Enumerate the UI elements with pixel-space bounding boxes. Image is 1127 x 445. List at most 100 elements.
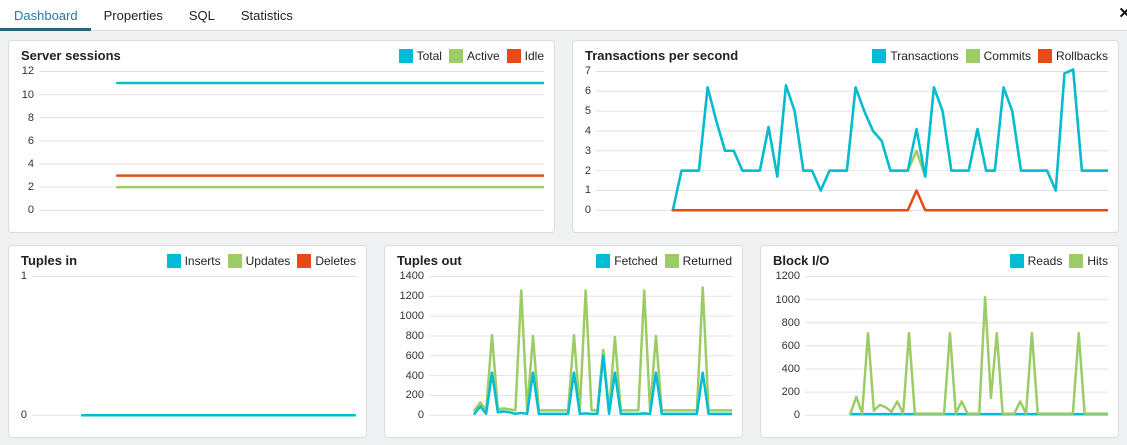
legend-updates[interactable]: Updates	[227, 253, 290, 268]
panel-title: Tuples out	[397, 253, 462, 268]
chart-svg	[39, 66, 544, 222]
y-axis-tick: 200	[405, 389, 424, 402]
y-axis-tick: 600	[405, 349, 424, 362]
panel-server-sessions: Server sessions Total Active Idle 12 10 8 6…	[8, 40, 555, 233]
y-axis-tick: 4	[584, 124, 591, 137]
y-axis-tick: 7	[584, 65, 591, 78]
chart-area: 12 10 8 6 4 2 0	[13, 65, 544, 222]
chart-legend: Inserts Updates Deletes	[166, 253, 356, 268]
legend-swatch	[448, 48, 463, 63]
series-fetched	[474, 356, 732, 414]
panel-header: Server sessions Total Active Idle	[9, 41, 554, 64]
legend-swatch	[297, 253, 312, 268]
legend-label: Total	[416, 48, 442, 63]
chart-svg	[596, 66, 1108, 222]
y-axis-tick: 2	[27, 181, 34, 194]
chart-svg	[805, 271, 1108, 427]
panel-header: Tuples in Inserts Updates Deletes	[9, 246, 366, 269]
legend-inserts[interactable]: Inserts	[166, 253, 221, 268]
legend-hits[interactable]: Hits	[1069, 253, 1108, 268]
tab-label: SQL	[188, 7, 215, 23]
legend-label: Inserts	[184, 253, 221, 268]
legend-idle[interactable]: Idle	[506, 48, 544, 63]
y-axis-tick: 0	[793, 409, 800, 422]
y-axis-tick: 8	[27, 111, 34, 124]
legend-active[interactable]: Active	[448, 48, 500, 63]
legend-returned[interactable]: Returned	[664, 253, 732, 268]
tab-dashboard[interactable]: Dashboard	[0, 0, 91, 31]
legend-swatch	[506, 48, 521, 63]
legend-swatch	[596, 253, 611, 268]
y-axis-tick: 0	[584, 204, 591, 217]
y-axis-tick: 200	[781, 386, 800, 399]
legend-label: Idle	[524, 48, 544, 63]
chart-plot	[429, 271, 732, 427]
y-axis-tick: 10	[21, 88, 34, 101]
legend-deletes[interactable]: Deletes	[297, 253, 356, 268]
legend-rollbacks[interactable]: Rollbacks	[1037, 48, 1108, 63]
y-axis-tick: 4	[27, 158, 34, 171]
series-rollbacks	[673, 190, 1108, 210]
series-commits	[673, 69, 1108, 210]
y-axis-tick: 0	[417, 409, 424, 422]
legend-reads[interactable]: Reads	[1009, 253, 1062, 268]
legend-swatch	[1009, 253, 1024, 268]
panel-header: Tuples out Fetched Returned	[385, 246, 742, 269]
legend-swatch	[166, 253, 181, 268]
panel-header: Block I/O Reads Hits	[761, 246, 1118, 269]
chart-plot	[32, 271, 356, 427]
chart-area: 1200 1000 800 600 400 200 0	[765, 270, 1108, 427]
legend-label: Hits	[1087, 253, 1108, 268]
legend-swatch	[1037, 48, 1052, 63]
y-axis-tick: 600	[781, 339, 800, 352]
y-axis-tick: 1400	[399, 270, 424, 283]
chart-legend: Reads Hits	[1009, 253, 1108, 268]
panel-title: Server sessions	[21, 48, 121, 63]
legend-label: Transactions	[890, 48, 959, 63]
y-axis-tick: 1000	[775, 293, 800, 306]
y-axis-tick: 12	[21, 65, 34, 78]
y-axis-tick: 1	[20, 270, 27, 283]
y-axis-tick: 1200	[775, 270, 800, 283]
legend-swatch	[1069, 253, 1084, 268]
legend-fetched[interactable]: Fetched	[596, 253, 658, 268]
tab-sql[interactable]: SQL	[176, 0, 228, 30]
legend-transactions[interactable]: Transactions	[872, 48, 959, 63]
y-axis-labels: 1400 1200 1000 800 600 400 200 0	[389, 270, 429, 427]
tab-statistics[interactable]: Statistics	[228, 0, 306, 30]
legend-swatch	[398, 48, 413, 63]
legend-label: Fetched	[614, 253, 658, 268]
y-axis-tick: 0	[27, 204, 34, 217]
y-axis-tick: 6	[584, 85, 591, 98]
chart-legend: Fetched Returned	[596, 253, 732, 268]
y-axis-tick: 5	[584, 105, 591, 118]
tab-properties[interactable]: Properties	[91, 0, 176, 30]
chart-legend: Transactions Commits Rollbacks	[872, 48, 1108, 63]
close-icon[interactable]: ✕	[1118, 5, 1127, 22]
dashboard-content: Server sessions Total Active Idle 12 10 8 6…	[0, 31, 1127, 445]
series-transactions	[673, 69, 1108, 210]
y-axis-tick: 1200	[399, 290, 424, 303]
panel-row-top: Server sessions Total Active Idle 12 10 8 6…	[8, 40, 1119, 233]
y-axis-tick: 6	[27, 134, 34, 147]
chart-svg	[429, 271, 732, 427]
chart-svg	[32, 271, 356, 427]
y-axis-labels: 1200 1000 800 600 400 200 0	[765, 270, 805, 427]
legend-swatch	[664, 253, 679, 268]
chart-legend: Total Active Idle	[398, 48, 544, 63]
chart-plot	[805, 271, 1108, 427]
chart-plot	[596, 66, 1108, 222]
tab-bar: Dashboard Properties SQL Statistics ✕	[0, 0, 1127, 31]
y-axis-labels: 12 10 8 6 4 2 0	[13, 65, 39, 222]
tab-label: Dashboard	[14, 7, 78, 23]
panel-tuples-out: Tuples out Fetched Returned 1400 1200 1000…	[384, 245, 743, 438]
legend-commits[interactable]: Commits	[965, 48, 1031, 63]
y-axis-tick: 1	[584, 184, 591, 197]
legend-total[interactable]: Total	[398, 48, 442, 63]
legend-label: Rollbacks	[1055, 48, 1108, 63]
legend-label: Deletes	[315, 253, 356, 268]
